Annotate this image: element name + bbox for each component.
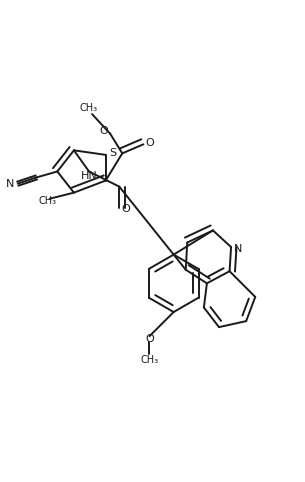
Text: O: O bbox=[99, 126, 108, 136]
Text: N: N bbox=[6, 179, 15, 189]
Text: CH₃: CH₃ bbox=[38, 196, 56, 206]
Text: O: O bbox=[121, 204, 130, 214]
Text: CH₃: CH₃ bbox=[140, 355, 159, 365]
Text: S: S bbox=[110, 148, 117, 159]
Text: O: O bbox=[145, 334, 154, 344]
Text: CH₃: CH₃ bbox=[80, 103, 98, 113]
Text: N: N bbox=[234, 244, 242, 254]
Text: HN: HN bbox=[81, 171, 98, 181]
Text: O: O bbox=[146, 138, 154, 148]
